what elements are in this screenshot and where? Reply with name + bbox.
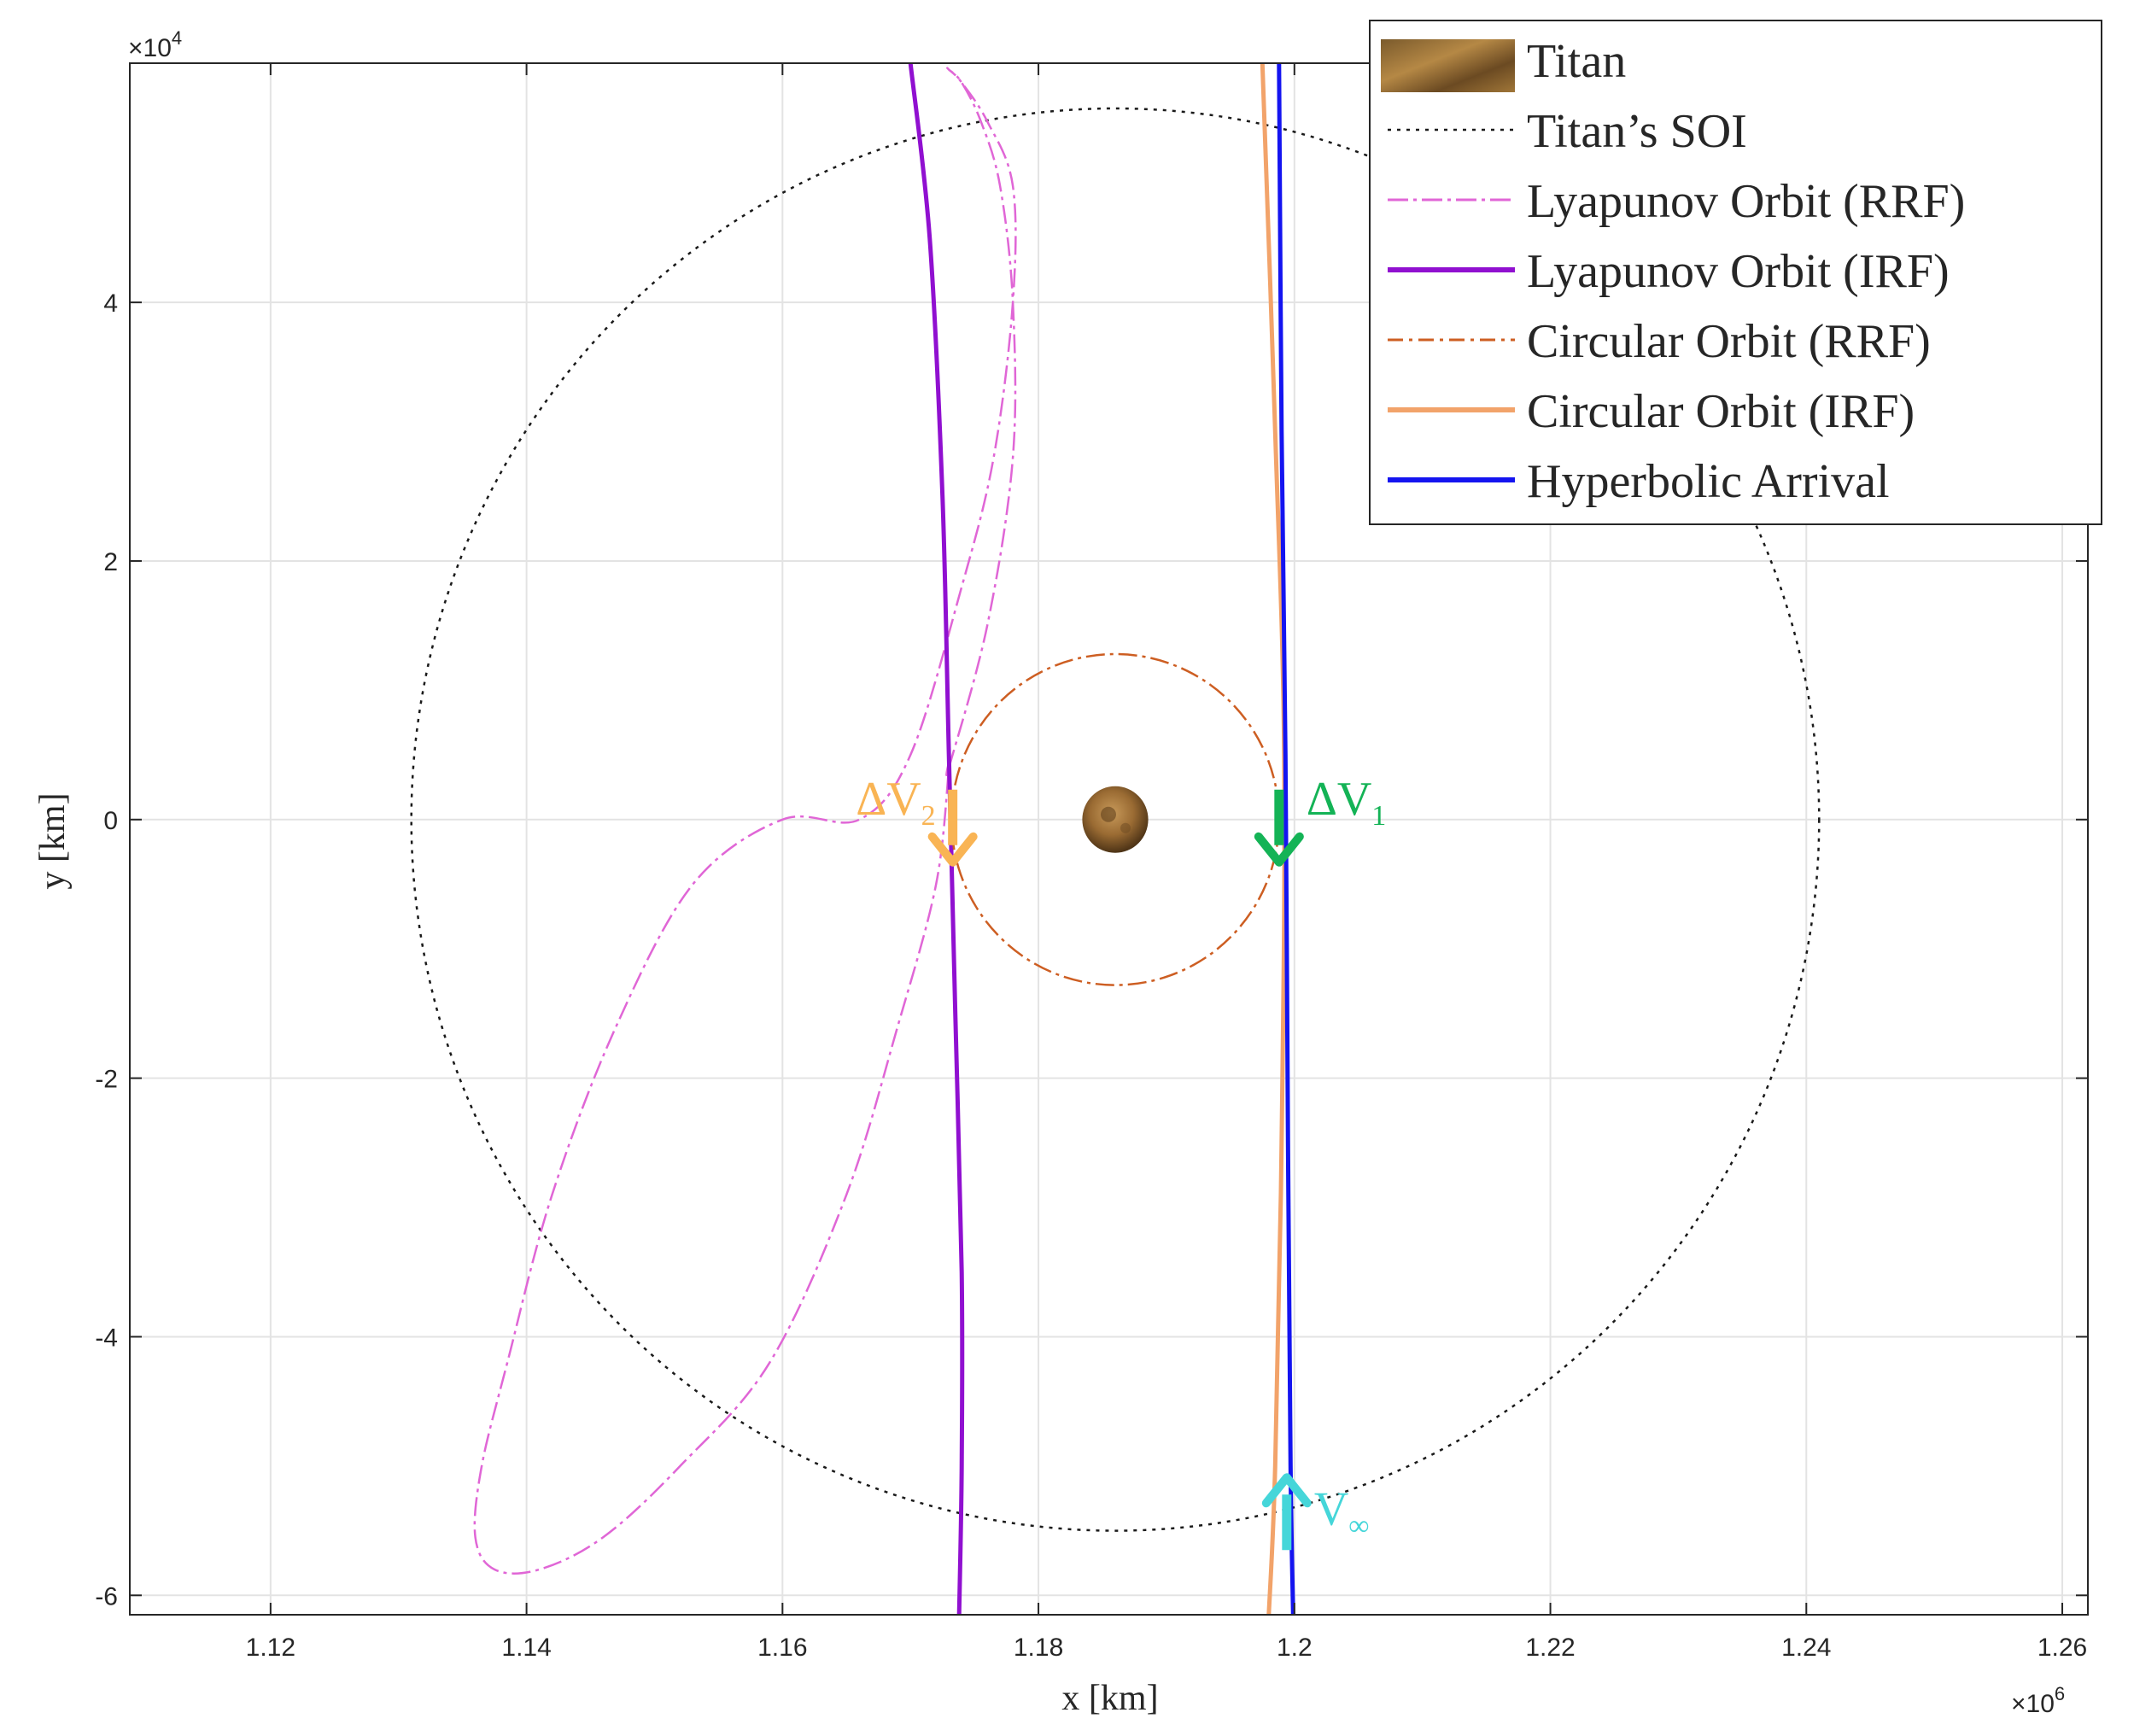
x-tick-label: 1.14 [501, 1634, 551, 1662]
annotation-2: ΔV1 [1254, 773, 1386, 867]
series-lyapunov-orbit-rrf [473, 67, 1017, 1575]
annotations: ΔV2 ΔV1 V∞ [856, 773, 1386, 1551]
x-axis-title: x [km] [1061, 1679, 1158, 1718]
y-tick-label: -4 [95, 1324, 118, 1352]
annotation-label: ΔV1 [1307, 773, 1386, 832]
y-multiplier: ×104 [128, 27, 182, 62]
legend-label-titan: Titan [1527, 35, 1626, 88]
legend-label-lyap-irf: Lyapunov Orbit (IRF) [1527, 245, 1950, 298]
annotation-arrow-head [1254, 832, 1304, 867]
y-tick-label: 4 [103, 289, 118, 318]
annotation-arrow-head [1261, 1473, 1312, 1508]
annotation-arrow-head [927, 832, 978, 867]
axes-box [129, 62, 2089, 1616]
y-tick-label: -2 [95, 1066, 118, 1094]
legend-label-circ-rrf: Circular Orbit (RRF) [1527, 315, 1931, 368]
x-tick-label: 1.26 [2038, 1634, 2087, 1662]
series-hyperbolic-arrival [1277, 63, 1295, 1615]
titan-surface-feature [1100, 806, 1116, 822]
x-multiplier: ×106 [2011, 1683, 2065, 1718]
y-tick-label: 0 [103, 807, 118, 835]
annotation-label: V∞ [1314, 1482, 1370, 1541]
x-tick-label: 1.16 [757, 1634, 807, 1662]
ticks: 1.12 1.14 1.16 1.18 1.2 1.22 1.24 1.26 -6 -4 -2 0 2 4 [95, 63, 2088, 1662]
legend-swatch-titan [1381, 39, 1515, 92]
annotation-3: V∞ [1261, 1473, 1370, 1551]
y-axis-title: y [km] [33, 792, 73, 889]
y-tick-label: -6 [95, 1582, 118, 1610]
x-tick-label: 1.22 [1525, 1634, 1575, 1662]
titan-body [1082, 786, 1149, 853]
annotation-label: ΔV2 [856, 773, 935, 832]
x-tick-label: 1.2 [1277, 1634, 1313, 1662]
series-titan-s-soi [410, 107, 1821, 1532]
titan-icon [1082, 786, 1149, 853]
y-tick-label: 2 [103, 548, 118, 576]
legend: Titan Titan’s SOI Lyapunov Orbit (RRF) L… [1369, 20, 2102, 525]
legend-label-lyap-rrf: Lyapunov Orbit (RRF) [1527, 175, 1965, 228]
x-tick-label: 1.18 [1014, 1634, 1063, 1662]
x-tick-label: 1.12 [246, 1634, 295, 1662]
x-tick-label: 1.24 [1781, 1634, 1831, 1662]
annotation-1: ΔV2 [856, 773, 978, 867]
legend-label-circ-irf: Circular Orbit (IRF) [1527, 385, 1915, 438]
legend-label-soi: Titan’s SOI [1527, 105, 1747, 158]
titan-surface-feature [1120, 822, 1131, 833]
legend-label-hyperbolic: Hyperbolic Arrival [1527, 455, 1890, 508]
